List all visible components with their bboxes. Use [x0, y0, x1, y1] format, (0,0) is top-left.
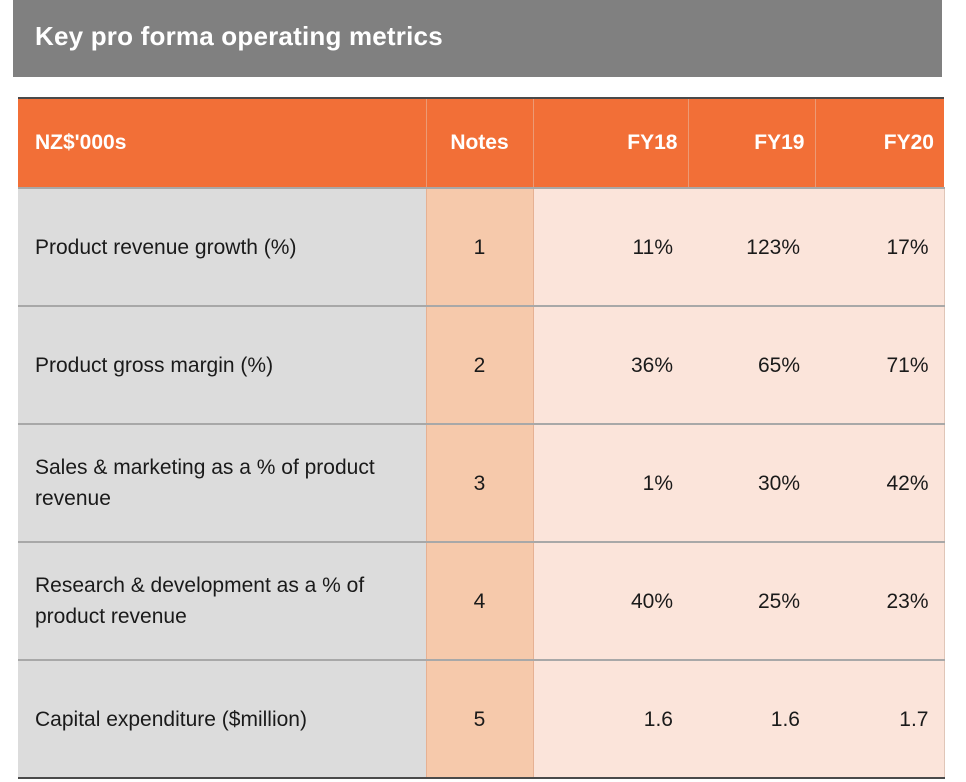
- fy20-cell: 42%: [815, 423, 945, 542]
- header-fy20: FY20: [814, 98, 944, 188]
- note-cell: 5: [425, 659, 534, 778]
- header-fy19: FY19: [687, 98, 815, 188]
- table-row: Product revenue growth (%) 1 11% 123% 17…: [18, 187, 945, 306]
- fy19-cell: 1.6: [688, 659, 815, 778]
- fy18-cell: 1.6: [533, 659, 688, 778]
- fy18-cell: 36%: [533, 305, 688, 424]
- table-row: Research & development as a % of product…: [18, 541, 945, 660]
- metric-label: Research & development as a % of product…: [18, 541, 426, 660]
- note-cell: 1: [425, 187, 534, 306]
- table-row: Product gross margin (%) 2 36% 65% 71%: [18, 305, 945, 424]
- header-fy18: FY18: [532, 98, 688, 188]
- title-banner: Key pro forma operating metrics: [13, 0, 942, 77]
- table-header-row: NZ$'000s Notes FY18 FY19 FY20: [18, 98, 944, 188]
- fy19-cell: 25%: [688, 541, 815, 660]
- note-cell: 3: [425, 423, 534, 542]
- metric-label: Product revenue growth (%): [18, 187, 426, 306]
- metric-label: Sales & marketing as a % of product reve…: [18, 423, 426, 542]
- fy20-cell: 23%: [815, 541, 945, 660]
- fy18-cell: 1%: [533, 423, 688, 542]
- fy20-cell: 1.7: [815, 659, 945, 778]
- fy18-cell: 11%: [533, 187, 688, 306]
- metric-label: Product gross margin (%): [18, 305, 426, 424]
- fy20-cell: 17%: [815, 187, 945, 306]
- table-row: Capital expenditure ($million) 5 1.6 1.6…: [18, 659, 945, 778]
- note-cell: 4: [425, 541, 534, 660]
- fy20-cell: 71%: [815, 305, 945, 424]
- fy19-cell: 30%: [688, 423, 815, 542]
- table-row: Sales & marketing as a % of product reve…: [18, 423, 945, 542]
- operating-metrics-table: NZ$'000s Notes FY18 FY19 FY20 Product re…: [18, 97, 945, 779]
- fy19-cell: 123%: [688, 187, 815, 306]
- fy18-cell: 40%: [533, 541, 688, 660]
- header-currency: NZ$'000s: [18, 98, 426, 188]
- fy19-cell: 65%: [688, 305, 815, 424]
- note-cell: 2: [425, 305, 534, 424]
- header-notes: Notes: [425, 98, 533, 188]
- page-title: Key pro forma operating metrics: [35, 21, 443, 51]
- metric-label: Capital expenditure ($million): [18, 659, 426, 778]
